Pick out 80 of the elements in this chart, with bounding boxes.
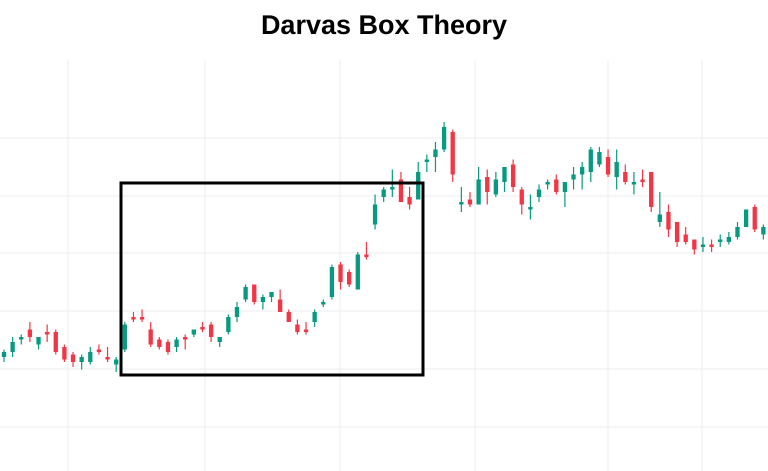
candlestick (252, 284, 256, 306)
candlestick (105, 346, 110, 363)
candlestick (536, 184, 542, 203)
candlestick (485, 168, 490, 206)
candlestick (502, 166, 507, 193)
candlestick (44, 324, 50, 343)
candlestick (382, 186, 386, 203)
candlestick (208, 321, 214, 343)
candlestick (243, 284, 248, 303)
candlestick (278, 288, 282, 313)
candlestick (28, 321, 32, 343)
candlestick (588, 146, 593, 183)
candlestick (312, 308, 317, 328)
candlestick (140, 308, 144, 323)
candlestick (19, 334, 24, 346)
candlestick (700, 236, 706, 253)
candlestick (468, 191, 472, 208)
candlestick (424, 154, 429, 173)
candlestick (709, 238, 714, 253)
candlestick (666, 204, 671, 238)
candlestick (442, 121, 446, 153)
candlestick (286, 308, 291, 323)
candlestick (761, 224, 766, 240)
candlestick (632, 171, 636, 196)
candlestick (390, 168, 394, 198)
candlestick (226, 314, 231, 336)
candlestick (735, 221, 740, 240)
candlestick (338, 261, 343, 290)
candlestick (658, 191, 662, 228)
candlestick (571, 166, 576, 190)
candlestick (269, 291, 274, 303)
candlestick (545, 178, 550, 190)
candlestick (218, 336, 222, 348)
candlestick (166, 338, 170, 356)
candlestick (234, 301, 240, 323)
candlestick (148, 321, 153, 348)
candlestick (433, 141, 438, 173)
candlestick (157, 336, 162, 350)
candlestick (528, 194, 533, 220)
candlestick (62, 344, 67, 363)
candlestick (96, 344, 102, 356)
candlestick (2, 348, 6, 363)
candlestick (364, 241, 369, 260)
candlestick (580, 161, 584, 190)
candlestick (562, 181, 568, 208)
candlestick (407, 186, 412, 210)
candlestick (640, 168, 645, 188)
candlestick (726, 231, 732, 246)
chart-title: Darvas Box Theory (260, 10, 508, 41)
candlestick (304, 321, 308, 336)
candlestick (372, 194, 378, 230)
candlestick (614, 148, 619, 190)
candlestick (260, 294, 266, 310)
candlestick (623, 164, 628, 186)
candlestick (744, 210, 748, 227)
candlestick (295, 318, 300, 336)
candlestick (606, 148, 610, 178)
candlestick (200, 321, 205, 333)
candlestick (183, 334, 188, 350)
candlestick (70, 351, 76, 368)
candlestick (597, 146, 602, 168)
candlestick (114, 356, 118, 373)
candlestick (80, 354, 84, 370)
candlestick (10, 336, 15, 358)
candlestick (459, 186, 464, 213)
candlestick (674, 221, 680, 248)
candlestick (131, 311, 136, 323)
candlestick (554, 174, 558, 196)
candlestick (54, 328, 58, 356)
candlestick (684, 226, 688, 246)
candlestick (752, 204, 757, 233)
candlestick (174, 336, 179, 353)
candlestick (692, 238, 696, 256)
candlestick (520, 186, 524, 216)
candlestick (347, 268, 352, 288)
candlestick (718, 234, 722, 248)
candlestick (36, 336, 41, 350)
candlestick (494, 171, 498, 198)
candlestick (510, 158, 516, 193)
candlestick (88, 346, 92, 366)
